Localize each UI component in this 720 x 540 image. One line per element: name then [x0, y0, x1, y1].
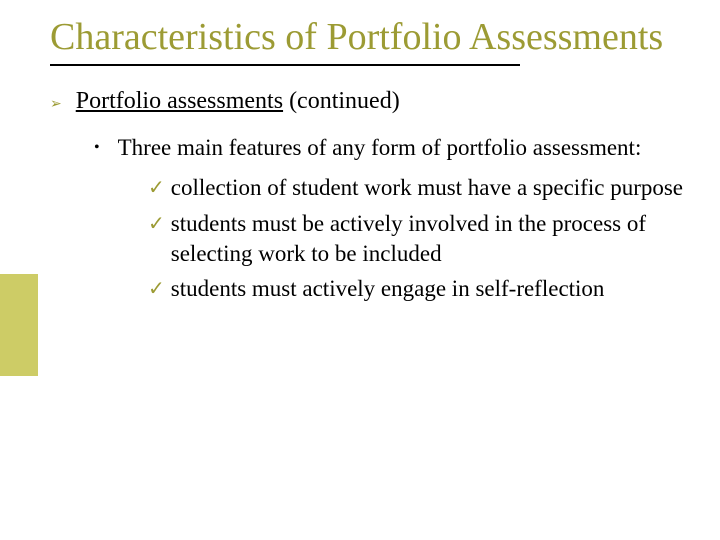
slide: Characteristics of Portfolio Assessments…: [0, 0, 720, 340]
check-bullet-icon: ✓: [148, 276, 165, 301]
level3-text: students must actively engage in self-re…: [171, 274, 605, 304]
level1-item: ➢ Portfolio assessments (continued): [50, 88, 690, 115]
level3-item: ✓ students must be actively involved in …: [148, 209, 690, 269]
level3-item: ✓ students must actively engage in self-…: [148, 274, 690, 304]
page-title: Characteristics of Portfolio Assessments: [50, 18, 690, 58]
level1-text: Portfolio assessments (continued): [76, 88, 400, 115]
check-bullet-icon: ✓: [148, 211, 165, 236]
level3-text: collection of student work must have a s…: [171, 173, 683, 203]
level2-text: Three main features of any form of portf…: [118, 133, 642, 163]
decorative-sidebar-square: [0, 274, 38, 376]
level1-underlined: Portfolio assessments: [76, 88, 283, 114]
arrow-bullet-icon: ➢: [50, 96, 62, 113]
level1-rest: (continued): [283, 88, 400, 114]
dot-bullet-icon: •: [94, 139, 100, 157]
title-underline: [50, 64, 520, 66]
level2-item: • Three main features of any form of por…: [94, 133, 690, 163]
check-bullet-icon: ✓: [148, 175, 165, 200]
level3-item: ✓ collection of student work must have a…: [148, 173, 690, 203]
level3-text: students must be actively involved in th…: [171, 209, 690, 269]
